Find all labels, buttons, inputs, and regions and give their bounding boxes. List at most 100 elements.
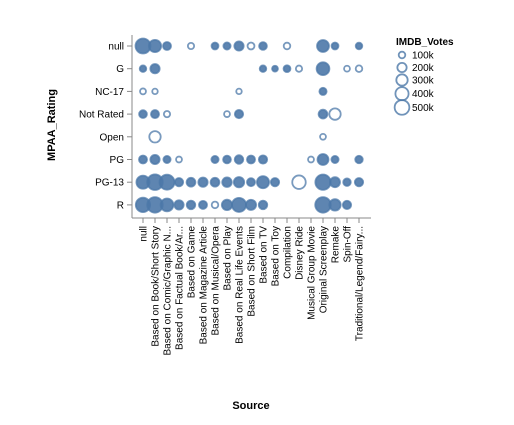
data-point	[233, 154, 245, 165]
data-point	[151, 87, 159, 96]
data-point	[235, 87, 243, 96]
data-point	[222, 154, 232, 165]
data-point	[149, 63, 161, 75]
legend-label: 300k	[412, 76, 435, 87]
data-point	[222, 41, 232, 51]
x-tick-label: Based on TV	[259, 226, 270, 284]
data-point	[209, 176, 221, 188]
data-point	[138, 109, 148, 119]
data-point	[221, 176, 233, 188]
data-point	[318, 86, 328, 96]
data-point	[317, 108, 329, 120]
data-point	[353, 177, 365, 188]
data-point	[158, 173, 176, 191]
data-point	[258, 41, 268, 51]
data-point	[269, 177, 281, 188]
legend-symbol	[394, 86, 410, 102]
data-point	[328, 107, 342, 121]
y-axis: null G NC-17 Not Rated Open PG PG-13 R	[79, 35, 133, 218]
data-point	[257, 154, 269, 165]
data-point	[314, 173, 332, 191]
data-point	[316, 153, 330, 166]
x-tick-label: Based on Play	[223, 226, 234, 291]
legend-symbol	[396, 61, 408, 74]
x-tick-label: Based on Magazine Article	[199, 226, 210, 345]
data-point	[256, 175, 270, 190]
x-axis: null Based on Book/Short Story Based on Co…	[132, 217, 371, 356]
data-point	[138, 64, 148, 73]
data-point	[307, 155, 315, 164]
y-tick-label: R	[117, 200, 124, 211]
data-point	[233, 40, 245, 52]
x-tick-label: Based on Short Film	[247, 226, 258, 317]
data-point	[341, 199, 353, 210]
y-tick-label: NC-17	[95, 87, 124, 98]
x-tick-label: Musical Group Movie	[307, 226, 318, 320]
data-point	[220, 198, 234, 211]
data-point	[329, 176, 341, 189]
y-tick-label: null	[108, 42, 124, 53]
data-point	[330, 154, 340, 164]
data-point	[354, 154, 364, 165]
x-tick-label: Based on Factual Book/Ar...	[175, 226, 186, 350]
data-point	[291, 174, 307, 190]
data-point	[139, 87, 147, 96]
legend-label: 400k	[412, 89, 435, 100]
data-point	[328, 198, 342, 212]
data-point	[175, 155, 183, 164]
data-point	[233, 109, 245, 120]
data-point	[198, 199, 208, 210]
data-point	[246, 177, 256, 188]
legend-symbol	[395, 73, 409, 87]
data-point	[257, 199, 269, 211]
x-tick-label: Remake	[331, 226, 342, 264]
data-point	[343, 64, 351, 73]
data-point	[149, 153, 161, 166]
data-point	[315, 61, 331, 77]
y-tick-label: Not Rated	[79, 110, 124, 121]
data-point	[197, 176, 209, 188]
x-tick-label: Based on Musical/Opera	[211, 226, 222, 336]
legend-symbol	[397, 50, 407, 60]
y-tick-label: G	[116, 64, 124, 75]
x-tick-label: Based on Game	[187, 226, 198, 299]
data-point	[246, 154, 256, 165]
data-point	[138, 154, 148, 165]
x-tick-label: Based on Real Life Events	[235, 226, 246, 344]
data-point	[246, 41, 256, 51]
data-point	[159, 197, 175, 213]
data-point	[319, 132, 327, 141]
data-point	[223, 110, 231, 118]
data-point	[210, 41, 220, 51]
data-point	[244, 198, 257, 211]
x-tick-label: Original Screenplay	[319, 226, 330, 313]
x-tick-label: null	[139, 226, 150, 242]
data-point	[173, 199, 185, 211]
data-point	[294, 64, 304, 73]
legend-label: 200k	[412, 63, 435, 74]
data-point	[210, 154, 220, 164]
data-point	[258, 64, 268, 73]
y-tick-label: PG-13	[95, 178, 124, 189]
x-axis-title: Source	[232, 400, 269, 412]
data-point	[162, 41, 172, 51]
data-point	[231, 196, 247, 213]
legend-title: IMDB_Votes	[396, 37, 454, 48]
legend-symbol	[393, 99, 411, 116]
data-point	[282, 41, 292, 51]
data-point	[210, 200, 220, 210]
data-point	[147, 38, 163, 54]
x-tick-label: Disney Ride	[295, 226, 306, 280]
data-point	[162, 154, 172, 164]
data-point	[185, 199, 197, 211]
y-tick-label: Open	[100, 132, 124, 143]
x-tick-label: Traditional/Legend/Fairy...	[355, 226, 366, 341]
chart-marks	[134, 37, 365, 214]
data-point	[354, 64, 364, 73]
data-point	[150, 109, 160, 120]
x-tick-label: Spin-Off	[343, 226, 354, 263]
data-point	[232, 176, 246, 189]
data-point	[186, 41, 196, 51]
